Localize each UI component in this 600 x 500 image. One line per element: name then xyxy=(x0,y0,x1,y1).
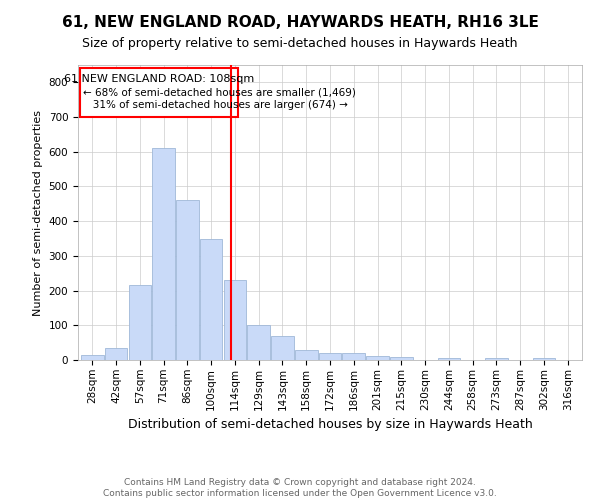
Bar xyxy=(390,357,413,360)
Text: 31% of semi-detached houses are larger (674) →: 31% of semi-detached houses are larger (… xyxy=(83,100,347,110)
Bar xyxy=(247,326,270,360)
Bar xyxy=(343,353,365,360)
Bar xyxy=(366,356,389,360)
Bar xyxy=(224,280,246,360)
Y-axis label: Number of semi-detached properties: Number of semi-detached properties xyxy=(33,110,43,316)
Text: Size of property relative to semi-detached houses in Haywards Heath: Size of property relative to semi-detach… xyxy=(82,38,518,51)
Bar xyxy=(533,358,555,360)
Bar xyxy=(81,356,104,360)
Bar xyxy=(80,68,238,117)
X-axis label: Distribution of semi-detached houses by size in Haywards Heath: Distribution of semi-detached houses by … xyxy=(128,418,532,431)
Bar xyxy=(485,358,508,360)
Bar xyxy=(437,358,460,360)
Text: 61, NEW ENGLAND ROAD, HAYWARDS HEATH, RH16 3LE: 61, NEW ENGLAND ROAD, HAYWARDS HEATH, RH… xyxy=(62,15,538,30)
Bar xyxy=(319,353,341,360)
Bar xyxy=(152,148,175,360)
Bar xyxy=(176,200,199,360)
Bar xyxy=(128,286,151,360)
Bar xyxy=(295,350,317,360)
Text: Contains HM Land Registry data © Crown copyright and database right 2024.
Contai: Contains HM Land Registry data © Crown c… xyxy=(103,478,497,498)
Bar xyxy=(271,336,294,360)
Bar xyxy=(200,238,223,360)
Text: ← 68% of semi-detached houses are smaller (1,469): ← 68% of semi-detached houses are smalle… xyxy=(83,87,356,97)
Bar xyxy=(105,348,127,360)
Text: 61 NEW ENGLAND ROAD: 108sqm: 61 NEW ENGLAND ROAD: 108sqm xyxy=(64,74,254,84)
